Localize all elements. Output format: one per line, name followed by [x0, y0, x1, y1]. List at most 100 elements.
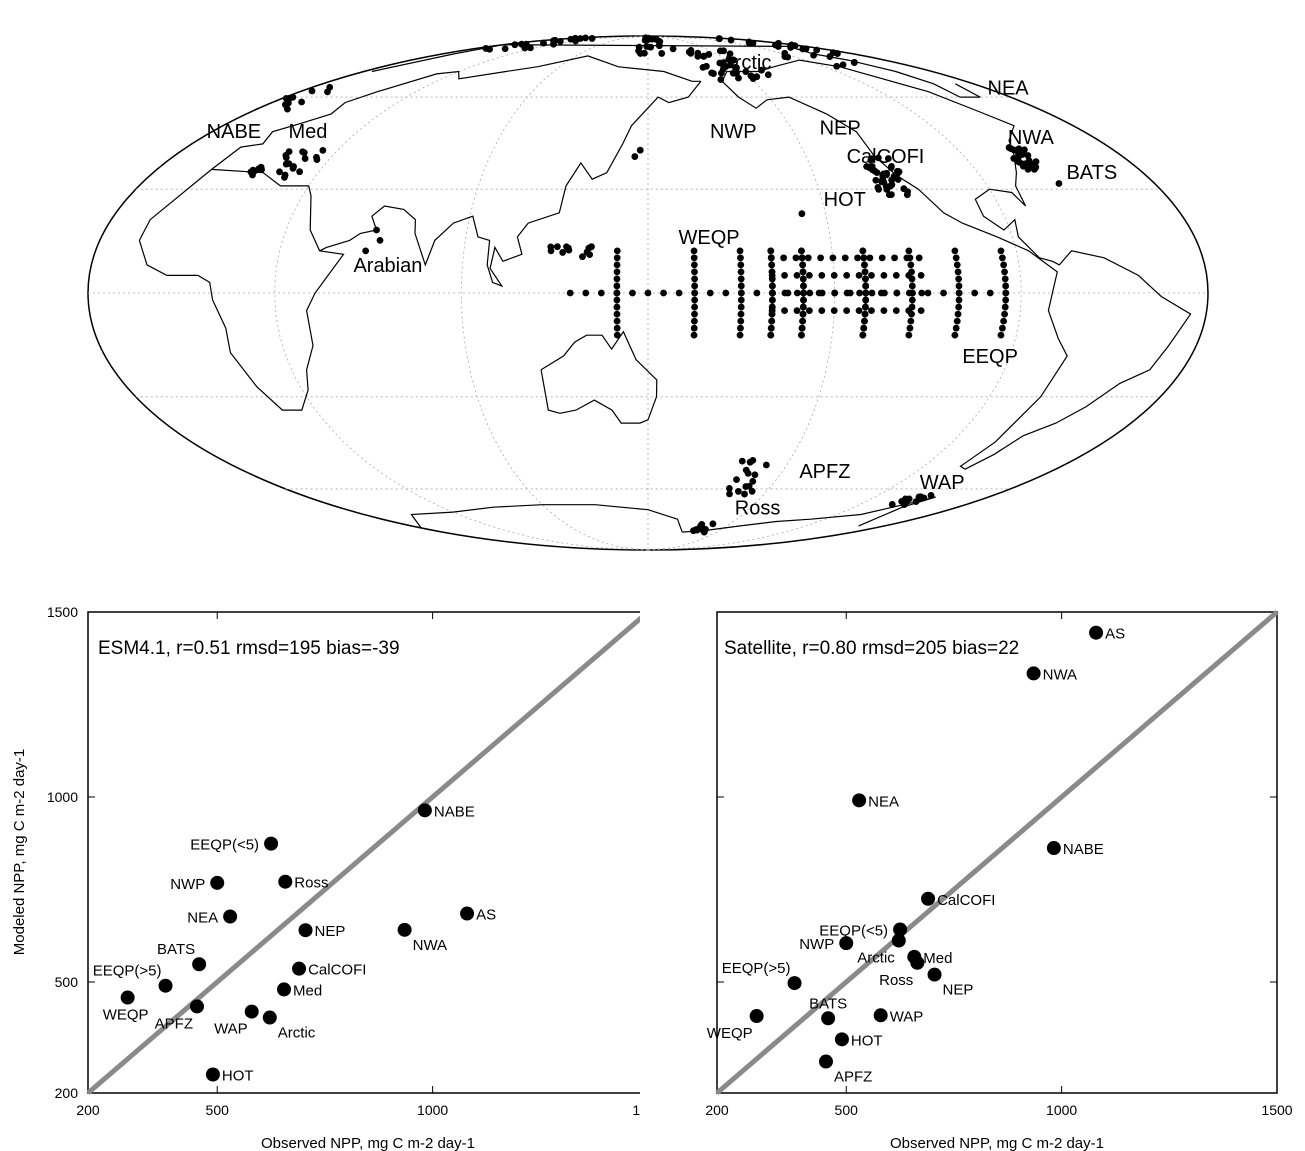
station-point — [722, 63, 730, 70]
station-point — [861, 317, 868, 325]
chart-stat-text: ESM4.1, r=0.51 rmsd=195 bias=-39 — [98, 638, 400, 659]
station-point — [738, 457, 746, 465]
station-point — [691, 282, 699, 290]
plot-frame — [87, 611, 640, 1094]
station-point — [737, 317, 745, 325]
chart-stat-text: Satellite, r=0.80 rmsd=205 bias=22 — [724, 638, 1019, 659]
station-point — [749, 477, 757, 485]
station-point — [955, 275, 963, 283]
point-label: AS — [476, 907, 496, 924]
data-point — [298, 923, 313, 938]
point-label: WAP — [890, 1008, 924, 1025]
station-point — [908, 282, 916, 290]
point-label: APFZ — [834, 1069, 872, 1086]
data-point — [292, 961, 307, 976]
station-point — [917, 307, 925, 315]
station-point — [758, 66, 765, 74]
station-point — [818, 271, 826, 279]
station-point — [768, 317, 776, 325]
station-point — [733, 476, 740, 483]
station-point — [798, 247, 805, 255]
station-point — [735, 74, 742, 82]
station-point — [804, 254, 812, 262]
station-point — [880, 307, 888, 315]
station-point — [722, 289, 730, 297]
point-label: WEQP — [707, 1025, 753, 1042]
station-point — [1002, 289, 1010, 297]
x-tick-label: 1000 — [1046, 1102, 1077, 1118]
station-point — [1001, 275, 1009, 283]
station-point — [737, 261, 745, 269]
x-tick-label: 1500 — [632, 1102, 640, 1118]
station-point — [736, 331, 744, 339]
station-point — [799, 310, 807, 318]
station-point — [799, 275, 807, 283]
station-point — [1055, 180, 1063, 187]
y-tick-label: 1000 — [47, 789, 78, 805]
station-point — [955, 282, 963, 290]
point-label: EEQP(<5) — [190, 837, 259, 854]
data-point — [921, 891, 936, 906]
point-label: NEA — [187, 910, 218, 927]
station-point — [1016, 159, 1024, 166]
axis-ticks: 200 500 1000 1500 — [705, 611, 1293, 1118]
station-point — [636, 146, 644, 154]
station-point — [1024, 165, 1032, 173]
station-point — [781, 271, 788, 279]
station-point — [893, 289, 901, 297]
station-point — [768, 296, 776, 304]
point-label: Arctic — [857, 950, 895, 967]
point-label: HOT — [851, 1032, 883, 1049]
station-point — [887, 191, 895, 198]
station-point — [868, 289, 876, 297]
station-point — [793, 307, 801, 315]
station-point — [308, 87, 316, 95]
station-point — [737, 268, 745, 276]
station-point — [767, 247, 775, 255]
station-point — [873, 169, 881, 176]
data-point — [893, 922, 908, 937]
point-label: EEQP(>5) — [722, 960, 791, 977]
station-point — [1000, 261, 1008, 269]
data-point — [834, 1032, 849, 1047]
station-point — [249, 171, 256, 179]
station-point — [818, 307, 826, 315]
data-point — [821, 1011, 836, 1026]
x-tick-label: 200 — [705, 1102, 729, 1118]
meridian-line — [460, 35, 649, 551]
station-point — [905, 289, 913, 297]
station-point — [745, 482, 753, 490]
station-point — [881, 289, 888, 297]
station-point — [727, 36, 735, 44]
station-point — [706, 289, 714, 297]
station-point — [888, 163, 895, 170]
station-point — [658, 50, 666, 57]
point-label: HOT — [222, 1068, 254, 1085]
data-point — [189, 999, 204, 1014]
station-point — [883, 186, 891, 193]
station-point — [762, 461, 770, 469]
station-point — [1024, 152, 1032, 159]
point-label: WEQP — [103, 1007, 149, 1024]
station-point — [799, 303, 807, 311]
station-point — [257, 163, 265, 171]
station-point — [905, 271, 913, 279]
station-point — [298, 98, 305, 106]
station-point — [563, 243, 570, 251]
station-point — [810, 51, 818, 59]
point-label: NWA — [413, 937, 447, 954]
station-point — [748, 487, 756, 495]
station-point — [768, 261, 776, 269]
station-point — [862, 296, 870, 304]
station-point — [798, 210, 806, 218]
station-point — [999, 324, 1006, 332]
station-point — [613, 310, 621, 318]
station-point — [282, 95, 290, 102]
station-point — [613, 282, 621, 290]
point-label: APFZ — [155, 1015, 193, 1032]
station-point — [805, 307, 813, 315]
station-point — [953, 261, 961, 269]
data-point — [278, 874, 293, 889]
station-point — [907, 317, 915, 325]
station-point — [644, 289, 652, 297]
